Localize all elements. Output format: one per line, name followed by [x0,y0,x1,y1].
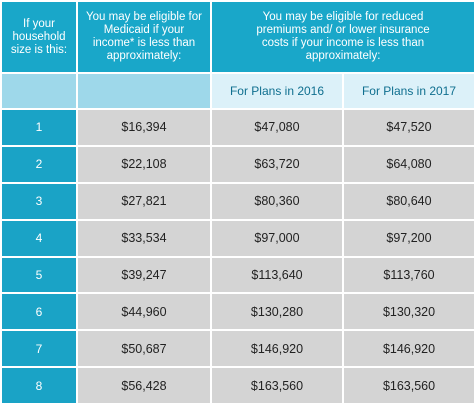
income-limit: $33,534 [76,218,212,258]
income-limit: $47,520 [341,108,474,147]
household-size: 2 [0,144,78,184]
subheader-blank [76,72,212,110]
income-limit: $97,200 [341,218,474,258]
income-limit: $47,080 [210,108,344,147]
income-limit: $163,560 [210,366,344,405]
household-size: 1 [0,108,78,147]
income-limit: $146,920 [341,329,474,369]
reduced-header: You may be eligible for reduced premiums… [209,0,474,74]
data-row: 8 $56,428 $163,560 $163,560 [0,366,474,405]
medicaid-header: You may be eligible for Medicaid if your… [76,0,212,74]
income-limit: $39,247 [76,255,212,295]
income-limit: $163,560 [341,366,474,405]
plan-year-header: For Plans in 2017 [341,72,474,110]
household-size: 3 [0,181,78,221]
household-header: If your household size is this: [0,0,78,74]
household-size: 7 [0,329,78,369]
income-limit: $146,920 [210,329,344,369]
income-limit: $56,428 [76,366,212,405]
header-row: If your household size is this: You may … [0,0,474,74]
income-limit: $16,394 [76,108,212,147]
data-row: 2 $22,108 $63,720 $64,080 [0,144,474,184]
data-row: 4 $33,534 $97,000 $97,200 [0,218,474,258]
household-size: 8 [0,366,78,405]
income-limit: $50,687 [76,329,212,369]
income-limit: $80,360 [210,181,344,221]
income-limit: $44,960 [76,292,212,332]
income-limit: $63,720 [210,144,344,184]
data-row: 1 $16,394 $47,080 $47,520 [0,108,474,147]
income-limit: $27,821 [76,181,212,221]
income-limit: $80,640 [341,181,474,221]
household-size: 5 [0,255,78,295]
subheader-blank [0,72,78,110]
income-limit: $130,280 [210,292,344,332]
household-size: 4 [0,218,78,258]
household-size: 6 [0,292,78,332]
data-row: 6 $44,960 $130,280 $130,320 [0,292,474,332]
income-limit: $113,760 [341,255,474,295]
income-limit: $64,080 [341,144,474,184]
plan-year-header: For Plans in 2016 [210,72,344,110]
data-row: 5 $39,247 $113,640 $113,760 [0,255,474,295]
data-row: 7 $50,687 $146,920 $146,920 [0,329,474,369]
income-limit: $22,108 [76,144,212,184]
subheader-row: For Plans in 2016 For Plans in 2017 [0,72,474,110]
income-limit: $97,000 [210,218,344,258]
data-row: 3 $27,821 $80,360 $80,640 [0,181,474,221]
income-limit: $130,320 [341,292,474,332]
income-limit: $113,640 [210,255,344,295]
